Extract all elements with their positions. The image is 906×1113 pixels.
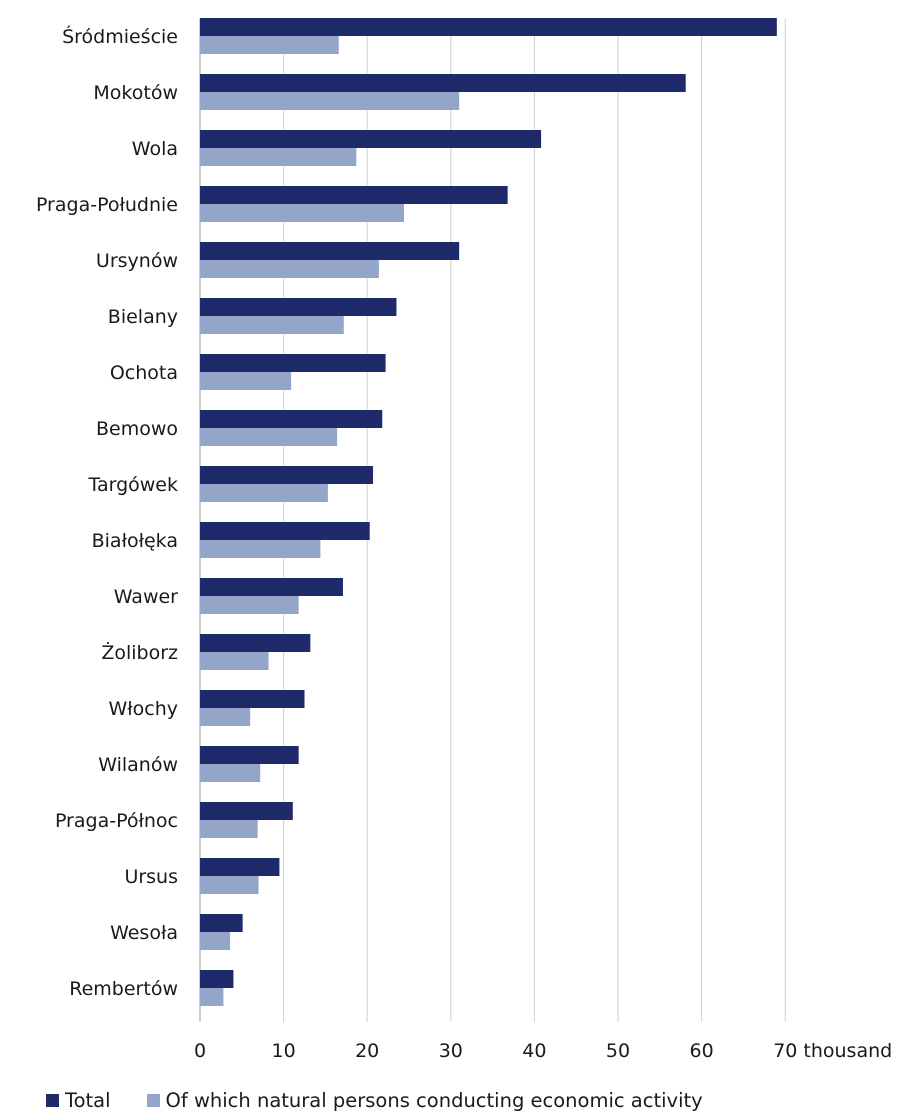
bars: [200, 18, 777, 1006]
category-label: Śródmieście: [62, 24, 178, 48]
legend-item-total: Total: [46, 1089, 111, 1112]
legend-label-total: Total: [65, 1088, 111, 1112]
bar-natural-persons: [200, 36, 339, 54]
bar-total: [200, 298, 397, 316]
category-label: Białołęka: [92, 530, 178, 552]
category-label: Wawer: [114, 586, 178, 608]
x-tick-label: 70 thousand: [773, 1040, 892, 1060]
category-label: Rembertów: [69, 978, 178, 1000]
bar-natural-persons: [200, 316, 344, 334]
gridlines: [199, 18, 786, 1022]
category-label: Włochy: [108, 698, 178, 720]
bar-total: [200, 74, 686, 92]
bar-total: [200, 746, 299, 764]
legend-swatch-natural-persons: [146, 1093, 160, 1107]
bar-natural-persons: [200, 204, 404, 222]
bar-natural-persons: [200, 428, 338, 446]
bar-total: [200, 578, 343, 596]
x-tick-label: 30: [439, 1040, 463, 1060]
category-label: Mokotów: [93, 82, 178, 104]
bar-natural-persons: [200, 260, 379, 278]
category-label: Ursus: [124, 866, 178, 888]
bar-total: [200, 522, 370, 540]
bar-natural-persons: [200, 820, 258, 838]
x-tick-label: 0: [194, 1040, 206, 1060]
bar-natural-persons: [200, 708, 251, 726]
bar-natural-persons: [200, 484, 328, 502]
bar-total: [200, 410, 383, 428]
bar-natural-persons: [200, 764, 261, 782]
x-tick-label: 50: [606, 1040, 630, 1060]
category-label: Bielany: [108, 306, 178, 328]
bar-total: [200, 802, 293, 820]
bar-chart: Śródmieście Mokotów Wola Praga-Południe Ursy…: [36, 18, 892, 1060]
legend-label-natural-persons: Of which natural persons conducting econ…: [165, 1088, 703, 1112]
bar-total: [200, 466, 374, 484]
category-label: Targówek: [88, 474, 179, 496]
x-tick-label: 40: [522, 1040, 546, 1060]
category-label: Bemowo: [96, 418, 178, 440]
legend: Total Of which natural persons conductin…: [46, 1088, 739, 1112]
bar-natural-persons: [200, 148, 357, 166]
category-label: Ochota: [110, 362, 178, 384]
bar-total: [200, 18, 777, 36]
bar-natural-persons: [200, 932, 231, 950]
x-tick-label: 10: [272, 1040, 296, 1060]
category-label: Praga-Południe: [36, 194, 178, 216]
legend-swatch-total: [46, 1093, 59, 1107]
bar-total: [200, 690, 305, 708]
x-tick-label: 20: [355, 1040, 379, 1060]
bar-total: [200, 970, 234, 988]
x-tick-label: 60: [690, 1040, 714, 1060]
category-label: Wesoła: [110, 922, 178, 944]
bar-natural-persons: [200, 372, 292, 390]
bar-total: [200, 130, 542, 148]
bar-total: [200, 914, 243, 932]
bar-total: [200, 186, 508, 204]
category-label: Ursynów: [96, 250, 178, 272]
bar-total: [200, 858, 280, 876]
category-labels: Śródmieście Mokotów Wola Praga-Południe Ursy…: [36, 24, 178, 1000]
legend-item-natural-persons: Of which natural persons conducting econ…: [146, 1088, 703, 1112]
category-label: Wilanów: [98, 754, 178, 776]
bar-natural-persons: [200, 652, 269, 670]
category-label: Praga-Północ: [55, 810, 178, 832]
category-label: Wola: [132, 138, 178, 160]
bar-total: [200, 354, 386, 372]
bar-natural-persons: [200, 988, 224, 1006]
x-tick-labels: 0 10 20 30 40 50 60 70 thousand: [194, 1040, 892, 1060]
bar-natural-persons: [200, 92, 460, 110]
bar-natural-persons: [200, 540, 321, 558]
bar-natural-persons: [200, 596, 299, 614]
bar-total: [200, 634, 311, 652]
category-label: Żoliborz: [101, 641, 178, 664]
bar-total: [200, 242, 460, 260]
bar-natural-persons: [200, 876, 259, 894]
